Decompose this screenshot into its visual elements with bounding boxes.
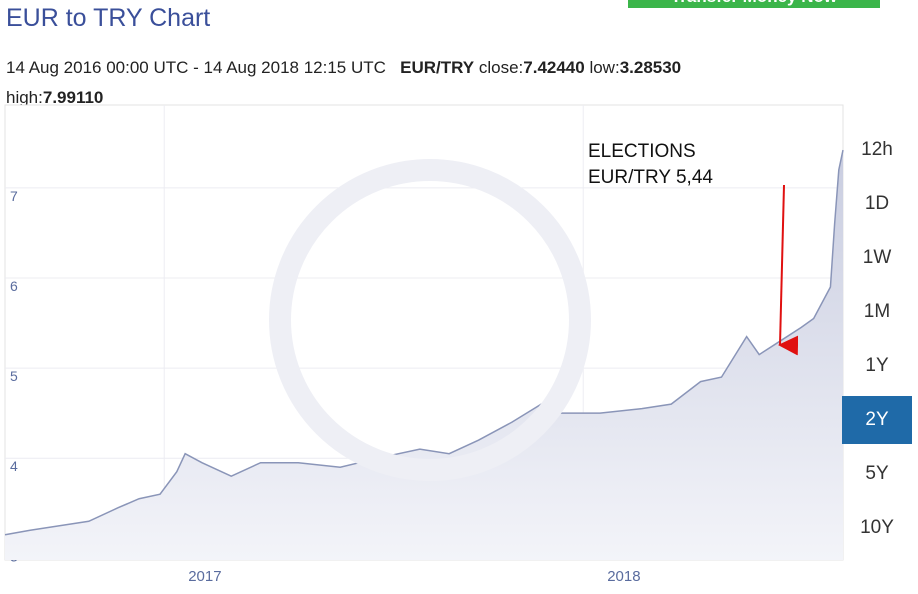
range-button[interactable]: 1D: [864, 193, 890, 214]
info-line: 14 Aug 2016 00:00 UTC - 14 Aug 2018 12:1…: [6, 58, 681, 78]
title: EUR to TRY Chart: [6, 4, 211, 32]
x-tick-label: 2018: [607, 568, 640, 585]
range-button[interactable]: 12h: [861, 139, 893, 160]
cta-button[interactable]: Transfer Money Now: [628, 0, 880, 8]
x-tick-label: 2017: [188, 568, 221, 585]
watermark: [269, 159, 591, 481]
high: 7.99110: [42, 88, 104, 107]
annotation: ELECTIONS: [588, 141, 696, 162]
close-label: close:: [478, 58, 524, 77]
range-button[interactable]: 1M: [863, 301, 891, 322]
range-button[interactable]: 1W: [862, 247, 892, 268]
range-button[interactable]: 2Y: [842, 396, 912, 444]
area-fill: [5, 150, 843, 560]
close: 7.42440: [523, 58, 585, 77]
range-button[interactable]: 10Y: [860, 517, 894, 538]
annotation: EUR/TRY 5,44: [588, 167, 713, 188]
info-line: high:7.99110: [6, 88, 103, 108]
period: 14 Aug 2016 00:00 UTC - 14 Aug 2018 12:1…: [6, 58, 386, 77]
low-label: low:: [589, 58, 620, 77]
range-button[interactable]: 1Y: [865, 355, 889, 376]
range-button[interactable]: 5Y: [865, 463, 889, 484]
y-tick-label: 4: [10, 458, 18, 474]
y-tick-label: 6: [10, 278, 18, 294]
annotation-arrow: [778, 184, 799, 356]
y-tick-label: 7: [10, 188, 18, 204]
y-tick-label: 5: [10, 368, 18, 384]
low: 3.28530: [619, 58, 682, 77]
high-label: high:: [6, 88, 43, 107]
pair: EUR/TRY: [400, 58, 475, 77]
